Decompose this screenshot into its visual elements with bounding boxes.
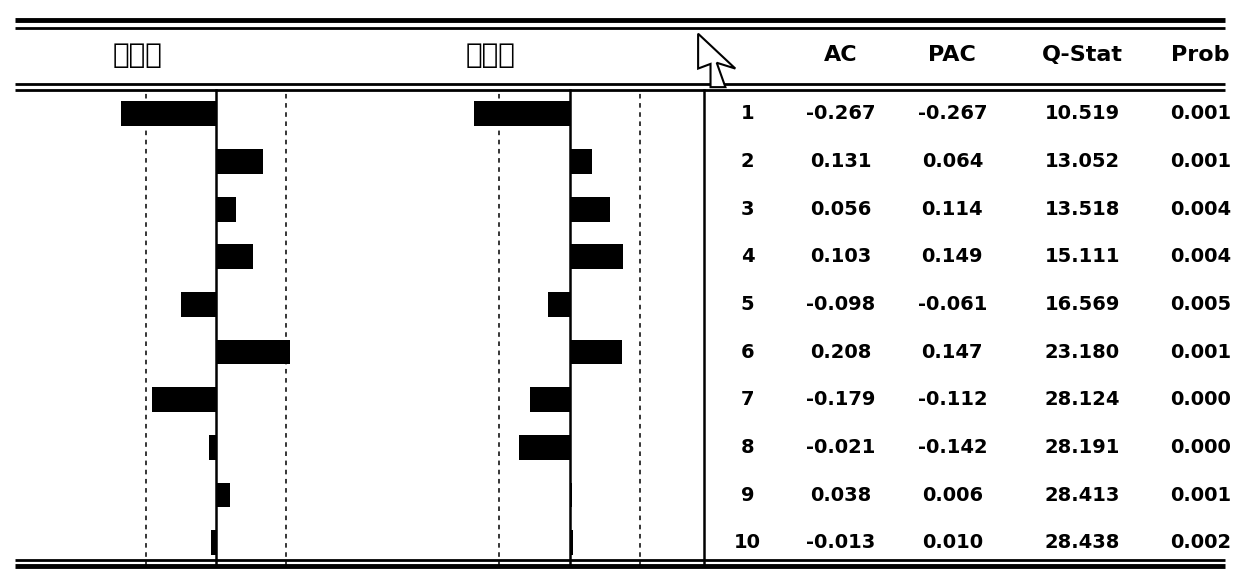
Text: 3: 3 bbox=[742, 200, 754, 218]
Text: Prob: Prob bbox=[1171, 45, 1230, 65]
Text: -0.061: -0.061 bbox=[918, 295, 987, 314]
Text: 6: 6 bbox=[742, 343, 754, 361]
Bar bbox=[548, 292, 569, 317]
Text: 28.191: 28.191 bbox=[1045, 438, 1120, 457]
Bar bbox=[518, 435, 569, 460]
Text: -0.112: -0.112 bbox=[918, 390, 987, 409]
Bar bbox=[216, 245, 253, 269]
Text: 2: 2 bbox=[742, 152, 754, 171]
Text: -0.179: -0.179 bbox=[806, 390, 875, 409]
Bar bbox=[181, 292, 216, 317]
Text: 7: 7 bbox=[742, 390, 754, 409]
Bar bbox=[216, 483, 229, 507]
Text: 0.001: 0.001 bbox=[1169, 486, 1231, 504]
Text: 0.004: 0.004 bbox=[1169, 248, 1231, 266]
Text: 10: 10 bbox=[734, 533, 761, 552]
Text: 0.131: 0.131 bbox=[810, 152, 872, 171]
Text: -0.098: -0.098 bbox=[806, 295, 875, 314]
Bar bbox=[216, 197, 236, 221]
Text: Q-Stat: Q-Stat bbox=[1042, 45, 1123, 65]
Text: -0.013: -0.013 bbox=[806, 533, 875, 552]
Text: PAC: PAC bbox=[929, 45, 976, 65]
Bar bbox=[212, 530, 216, 555]
Bar bbox=[569, 245, 622, 269]
Bar bbox=[120, 102, 216, 126]
Text: 1: 1 bbox=[742, 105, 754, 123]
Bar bbox=[569, 149, 593, 174]
Text: -0.267: -0.267 bbox=[918, 105, 987, 123]
Text: 偏相关: 偏相关 bbox=[466, 41, 516, 69]
Text: 0.006: 0.006 bbox=[921, 486, 983, 504]
Bar bbox=[153, 388, 216, 412]
Text: 自相关: 自相关 bbox=[113, 41, 162, 69]
Text: AC: AC bbox=[823, 45, 858, 65]
Polygon shape bbox=[698, 34, 735, 87]
Text: 23.180: 23.180 bbox=[1045, 343, 1120, 361]
Bar bbox=[216, 149, 263, 174]
Text: 0.001: 0.001 bbox=[1169, 105, 1231, 123]
Text: 5: 5 bbox=[742, 295, 754, 314]
Bar bbox=[569, 530, 573, 555]
Text: 0.000: 0.000 bbox=[1169, 438, 1231, 457]
Text: 28.438: 28.438 bbox=[1045, 533, 1120, 552]
Text: 13.518: 13.518 bbox=[1045, 200, 1120, 218]
Text: 0.056: 0.056 bbox=[810, 200, 872, 218]
Text: 10.519: 10.519 bbox=[1045, 105, 1120, 123]
Text: 0.001: 0.001 bbox=[1169, 343, 1231, 361]
Text: 28.413: 28.413 bbox=[1045, 486, 1120, 504]
Text: 0.149: 0.149 bbox=[921, 248, 983, 266]
Bar bbox=[529, 388, 569, 412]
Text: 0.005: 0.005 bbox=[1169, 295, 1231, 314]
Text: -0.021: -0.021 bbox=[806, 438, 875, 457]
Text: 0.004: 0.004 bbox=[1169, 200, 1231, 218]
Bar bbox=[569, 197, 610, 221]
Text: 0.208: 0.208 bbox=[810, 343, 872, 361]
Text: -0.142: -0.142 bbox=[918, 438, 987, 457]
Text: 0.064: 0.064 bbox=[921, 152, 983, 171]
Text: 28.124: 28.124 bbox=[1045, 390, 1120, 409]
Text: 0.114: 0.114 bbox=[921, 200, 983, 218]
Bar bbox=[216, 340, 290, 364]
Text: 0.038: 0.038 bbox=[810, 486, 872, 504]
Text: 0.002: 0.002 bbox=[1169, 533, 1231, 552]
Text: 0.147: 0.147 bbox=[921, 343, 983, 361]
Text: -0.267: -0.267 bbox=[806, 105, 875, 123]
Bar bbox=[569, 340, 622, 364]
Text: 8: 8 bbox=[742, 438, 754, 457]
Text: 16.569: 16.569 bbox=[1045, 295, 1120, 314]
Text: 13.052: 13.052 bbox=[1045, 152, 1120, 171]
Text: 4: 4 bbox=[742, 248, 754, 266]
Text: 0.001: 0.001 bbox=[1169, 152, 1231, 171]
Bar bbox=[208, 435, 216, 460]
Text: 9: 9 bbox=[742, 486, 754, 504]
Text: 0.010: 0.010 bbox=[921, 533, 983, 552]
Text: 0.000: 0.000 bbox=[1169, 390, 1231, 409]
Text: 15.111: 15.111 bbox=[1045, 248, 1120, 266]
Bar bbox=[569, 483, 572, 507]
Bar bbox=[474, 102, 569, 126]
Text: 0.103: 0.103 bbox=[810, 248, 872, 266]
